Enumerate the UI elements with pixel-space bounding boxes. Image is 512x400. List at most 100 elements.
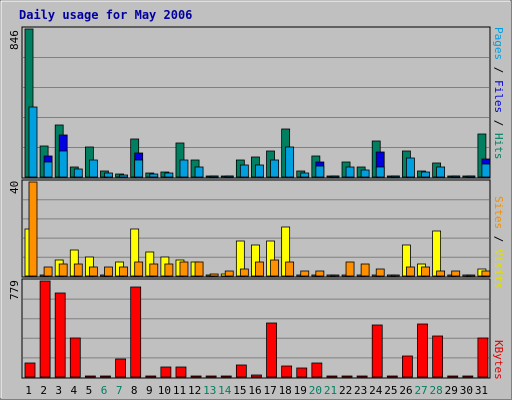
panel-kbytes: 779 KBytes — [8, 278, 505, 380]
x-tick-label: 6 — [101, 384, 108, 397]
y-max-label-3: 779 — [8, 280, 21, 300]
bar-sites-day-23 — [360, 263, 370, 277]
bar-pages-day-22 — [345, 166, 355, 178]
x-tick-label: 27 — [414, 384, 427, 397]
bar-sites-day-31 — [481, 270, 491, 277]
bar-pages-day-29 — [451, 175, 461, 178]
bar-pages-day-4 — [73, 168, 83, 178]
bar-pages-day-25 — [390, 175, 400, 178]
x-tick-label: 22 — [339, 384, 352, 397]
bar-kbytes-day-5 — [84, 375, 96, 378]
bar-kbytes-day-30 — [462, 375, 474, 378]
bar-kbytes-day-11 — [175, 366, 187, 378]
bar-kbytes-day-4 — [69, 337, 81, 378]
bar-sites-day-5 — [88, 266, 98, 277]
bar-pages-day-3 — [58, 150, 68, 178]
bar-pages-day-17 — [270, 159, 279, 178]
bar-sites-day-10 — [164, 263, 174, 277]
bar-sites-day-2 — [43, 266, 53, 277]
bar-pages-day-20 — [315, 165, 325, 178]
legend-pages-files-hits: Pages / Files / Hits — [492, 27, 505, 160]
bar-pages-day-23 — [360, 169, 370, 178]
x-tick-label: 23 — [354, 384, 367, 397]
bar-kbytes-day-1 — [24, 362, 36, 378]
bar-kbytes-day-12 — [190, 375, 202, 378]
bar-sites-day-1 — [28, 181, 38, 277]
bar-sites-day-3 — [58, 263, 68, 277]
bar-kbytes-day-10 — [160, 366, 172, 378]
bar-kbytes-day-17 — [266, 322, 277, 378]
x-tick-label: 26 — [399, 384, 412, 397]
x-tick-label: 20 — [309, 384, 322, 397]
bar-kbytes-day-22 — [341, 375, 353, 378]
bar-sites-day-18 — [285, 261, 295, 277]
bar-pages-day-18 — [285, 146, 295, 178]
x-axis-labels: 1 2 3 4 5 6 7 8 9 10 11 12 13 14 15 16 17 18 19 20 21 22 23 24 2… — [25, 384, 488, 397]
bar-pages-day-12 — [194, 166, 204, 178]
bar-kbytes-day-27 — [417, 323, 428, 378]
x-tick-label: 18 — [279, 384, 292, 397]
y-max-label-1: 846 — [8, 30, 21, 50]
x-tick-label: 21 — [324, 384, 337, 397]
bar-sites-day-21 — [330, 274, 340, 277]
bar-sites-day-27 — [421, 266, 430, 277]
bar-kbytes-day-8 — [130, 286, 142, 378]
x-tick-label: 5 — [86, 384, 93, 397]
bar-kbytes-day-18 — [281, 365, 293, 378]
bars-3 — [24, 280, 489, 378]
x-tick-label: 15 — [233, 384, 246, 397]
legend-kbytes: KBytes — [492, 340, 505, 380]
bar-kbytes-day-6 — [100, 375, 111, 378]
x-tick-label: 2 — [40, 384, 47, 397]
x-tick-label: 10 — [158, 384, 171, 397]
bar-pages-day-10 — [164, 172, 174, 178]
bars-2 — [24, 181, 491, 277]
bar-sites-day-22 — [345, 261, 355, 277]
bar-pages-day-28 — [436, 166, 446, 178]
bar-pages-day-15 — [239, 164, 249, 178]
bar-sites-day-30 — [466, 274, 476, 277]
bar-visits-day-28 — [432, 230, 442, 277]
bar-sites-day-20 — [315, 270, 325, 277]
x-tick-label: 9 — [146, 384, 153, 397]
bar-pages-day-19 — [300, 172, 310, 178]
x-tick-label: 11 — [173, 384, 186, 397]
bar-kbytes-day-15 — [235, 364, 247, 378]
bar-kbytes-day-21 — [326, 375, 338, 378]
y-max-label-2: 40 — [8, 181, 21, 194]
bar-sites-day-24 — [375, 268, 385, 277]
bar-sites-day-19 — [300, 270, 310, 277]
bar-pages-day-24 — [375, 166, 385, 178]
bar-kbytes-day-28 — [432, 335, 444, 378]
bars-1 — [24, 28, 491, 178]
bar-kbytes-day-23 — [356, 375, 368, 378]
plot-area-1 — [21, 26, 491, 179]
bar-pages-day-16 — [255, 164, 264, 178]
bar-pages-day-11 — [179, 159, 189, 178]
legend-sites-visits: Sites / Visits — [492, 196, 505, 289]
bar-sites-day-13 — [209, 273, 219, 277]
bar-kbytes-day-2 — [39, 280, 51, 378]
bar-pages-day-14 — [224, 175, 234, 178]
bar-kbytes-day-13 — [205, 375, 217, 378]
panel-visits-sites: 40 Sites / Visits — [8, 179, 505, 289]
gridlines-1 — [23, 57, 489, 148]
x-tick-label: 28 — [430, 384, 443, 397]
x-tick-label: 17 — [263, 384, 276, 397]
bar-pages-day-30 — [466, 175, 476, 178]
bar-sites-day-4 — [73, 263, 83, 277]
bar-sites-day-8 — [134, 261, 144, 277]
bar-pages-day-6 — [104, 172, 113, 178]
bar-pages-day-8 — [134, 159, 144, 178]
bar-kbytes-day-31 — [477, 337, 489, 378]
bar-sites-day-17 — [270, 259, 279, 277]
bar-kbytes-day-19 — [296, 367, 308, 378]
chart-title: Daily usage for May 2006 — [19, 8, 192, 22]
bar-sites-day-14 — [224, 270, 234, 277]
bar-kbytes-day-24 — [371, 324, 383, 378]
x-tick-label: 25 — [384, 384, 397, 397]
x-tick-label: 8 — [131, 384, 138, 397]
x-tick-label: 29 — [445, 384, 458, 397]
x-tick-label: 7 — [116, 384, 123, 397]
bar-pages-day-5 — [88, 159, 98, 178]
